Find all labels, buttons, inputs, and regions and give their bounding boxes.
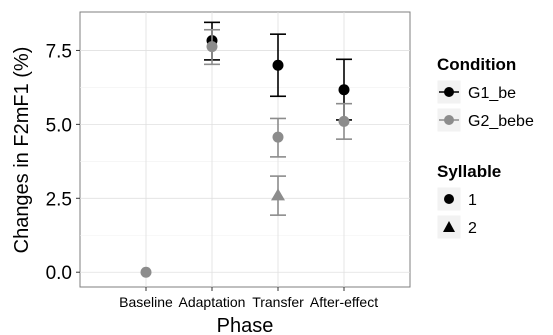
y-axis: 0.0 2.5 5.0 7.5	[46, 41, 80, 284]
legend-syllable-label: 2	[468, 220, 477, 237]
x-tick-label: Transfer	[252, 294, 304, 310]
legend-condition-label: G1_be	[468, 85, 516, 102]
data-point-group	[270, 33, 286, 98]
data-point	[338, 84, 350, 96]
legend-syllable-entry: 2	[436, 214, 477, 240]
x-tick-label: After-effect	[310, 294, 378, 310]
data-point	[272, 59, 284, 71]
legend-syllable-title: Syllable	[437, 162, 501, 181]
data-point-group	[270, 175, 286, 216]
y-tick-label: 5.0	[46, 115, 72, 136]
data-point-group	[140, 266, 152, 278]
plot-panel	[79, 11, 411, 288]
y-axis-title: Changes in F2mF1 (%)	[11, 47, 33, 254]
legend-condition-entries: G1_be G2_bebe	[436, 79, 534, 133]
x-tick-label: Adaptation	[179, 294, 246, 310]
legend-condition-title: Condition	[437, 55, 516, 74]
y-tick-label: 0.0	[46, 263, 72, 284]
y-tick-label: 7.5	[46, 41, 72, 62]
data-point	[272, 131, 284, 143]
legend-condition-entry: G2_bebe	[436, 107, 534, 133]
legend-key-triangle	[443, 221, 455, 232]
data-marks	[140, 21, 352, 278]
x-axis-title: Phase	[217, 315, 274, 335]
data-point	[140, 266, 152, 278]
legend-key-point	[444, 87, 454, 97]
data-point-triangle	[271, 188, 285, 201]
y-tick-label: 2.5	[46, 189, 72, 210]
data-point	[206, 41, 218, 53]
data-point-group	[270, 117, 286, 158]
x-tick-label: Baseline	[119, 294, 173, 310]
data-point-group	[204, 28, 220, 66]
legend-condition-label: G2_bebe	[468, 113, 534, 130]
legend-syllable-entry: 1	[436, 186, 477, 212]
data-point	[338, 115, 350, 127]
data-point-group	[336, 102, 352, 140]
legend-key-circle	[444, 194, 454, 204]
grid	[80, 12, 410, 287]
legend-key-point	[444, 115, 454, 125]
legend-syllable-label: 1	[468, 192, 477, 209]
x-axis: Baseline Adaptation Transfer After-effect	[119, 287, 378, 310]
legend-syllable-entries: 12	[436, 186, 477, 240]
legend-condition-entry: G1_be	[436, 79, 516, 105]
